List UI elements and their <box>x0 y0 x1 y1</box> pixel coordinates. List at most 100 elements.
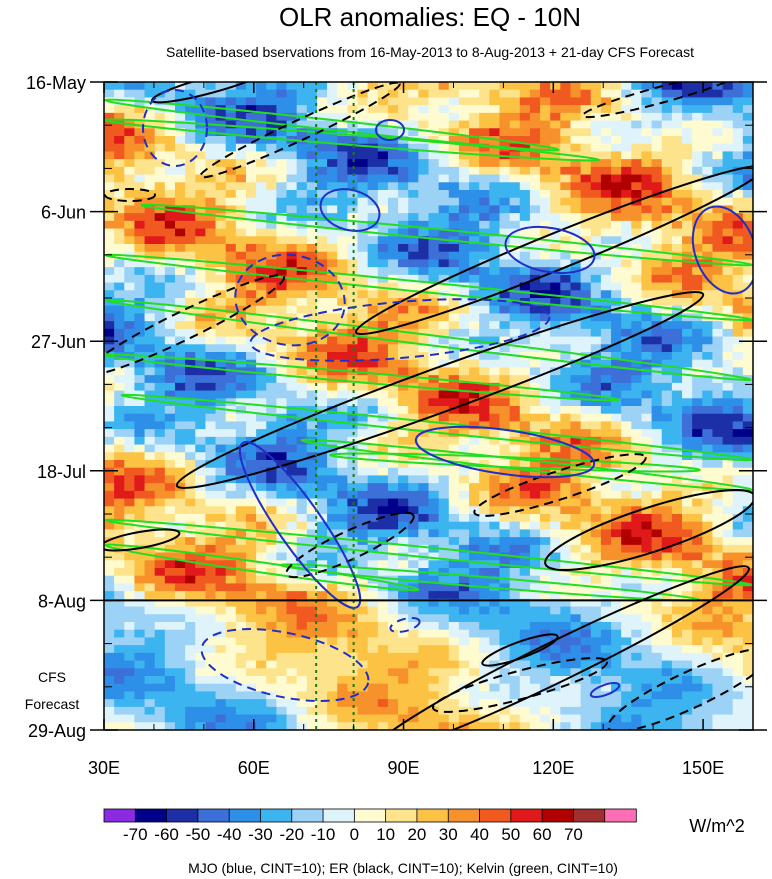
heat-cell <box>256 236 267 245</box>
heat-cell <box>540 606 551 615</box>
heat-cell <box>682 629 693 639</box>
heat-cell <box>580 328 592 338</box>
heat-cell <box>114 568 125 577</box>
heat-cell <box>428 444 440 453</box>
heat-cell <box>448 151 460 160</box>
heat-cell <box>337 305 348 315</box>
heat-cell <box>185 660 196 669</box>
heat-cell <box>114 436 125 446</box>
heat-cell <box>266 637 277 646</box>
heat-cell <box>387 82 399 91</box>
heat-cell <box>692 498 703 507</box>
heat-cell <box>347 483 359 492</box>
heat-cell <box>327 429 338 438</box>
heat-cell <box>296 359 308 369</box>
heat-cell <box>124 305 136 315</box>
heat-cell <box>266 676 277 685</box>
heat-cell <box>489 174 501 183</box>
heat-cell <box>296 622 308 631</box>
heat-cell <box>104 406 115 415</box>
heat-cell <box>458 521 470 531</box>
heat-cell <box>560 290 572 299</box>
heat-cell <box>641 128 653 137</box>
heat-cell <box>174 159 186 168</box>
heat-cell <box>448 143 460 153</box>
heat-cell <box>418 190 430 199</box>
heat-cell <box>215 228 227 237</box>
heat-cell <box>276 622 288 631</box>
heat-cell <box>722 213 734 222</box>
heat-cell <box>458 390 470 399</box>
heat-cell <box>529 568 541 577</box>
heat-cell <box>641 629 653 639</box>
heat-cell <box>479 166 490 176</box>
heat-cell <box>225 568 237 577</box>
heat-cell <box>144 367 156 376</box>
heat-cell <box>570 452 582 461</box>
heat-cell <box>682 112 693 122</box>
heat-cell <box>570 575 582 585</box>
heat-cell <box>712 143 724 153</box>
heat-cell <box>286 660 298 669</box>
heat-cell <box>682 568 693 577</box>
heat-cell <box>600 128 612 137</box>
heat-cell <box>104 105 115 114</box>
heat-cell <box>600 668 612 677</box>
heat-cell <box>448 598 460 608</box>
heat-cell <box>124 683 136 693</box>
heat-cell <box>245 406 257 415</box>
heat-cell <box>428 668 440 677</box>
heat-cell <box>266 652 277 662</box>
heat-cell <box>550 166 561 176</box>
heat-cell <box>245 120 257 129</box>
heat-cell <box>286 352 298 361</box>
heat-cell <box>519 290 531 299</box>
heat-cell <box>418 197 430 207</box>
heat-cell <box>438 305 450 315</box>
heat-cell <box>408 213 419 222</box>
heat-cell <box>702 236 714 245</box>
heat-cell <box>550 290 561 299</box>
heat-cell <box>641 606 653 615</box>
heat-cell <box>722 128 734 137</box>
heat-cell <box>458 274 470 284</box>
heat-cell <box>550 213 561 222</box>
heat-cell <box>154 328 166 338</box>
heat-cell <box>124 228 136 237</box>
heat-cell <box>448 521 460 531</box>
heat-cell <box>651 475 663 484</box>
heat-cell <box>641 398 653 407</box>
heat-cell <box>114 328 125 338</box>
heat-cell <box>692 382 703 392</box>
heat-cell <box>550 483 561 492</box>
heat-cell <box>256 313 267 322</box>
heat-cell <box>702 452 714 461</box>
heat-cell <box>235 112 247 122</box>
heat-cell <box>316 498 328 507</box>
heat-cell <box>347 259 359 268</box>
heat-cell <box>205 136 217 145</box>
heat-cell <box>651 591 663 600</box>
heat-cell <box>671 544 683 554</box>
heat-cell <box>732 290 744 299</box>
heat-cell <box>306 274 318 284</box>
heat-cell <box>722 112 734 122</box>
heat-cell <box>712 514 724 523</box>
heat-cell <box>509 429 521 438</box>
heat-cell <box>276 205 288 214</box>
heat-cell <box>245 444 257 453</box>
heat-cell <box>276 436 288 446</box>
heat-cell <box>114 490 125 500</box>
heat-cell <box>550 112 561 122</box>
heat-cell <box>489 591 501 600</box>
heat-cell <box>124 182 136 191</box>
heat-cell <box>631 205 643 214</box>
heat-cell <box>387 676 399 685</box>
heat-cell <box>144 89 156 99</box>
heat-cell <box>266 190 277 199</box>
heat-cell <box>712 606 724 615</box>
heat-cell <box>195 182 207 191</box>
heat-cell <box>276 182 288 191</box>
heat-cell <box>114 537 125 546</box>
heat-cell <box>682 344 693 353</box>
